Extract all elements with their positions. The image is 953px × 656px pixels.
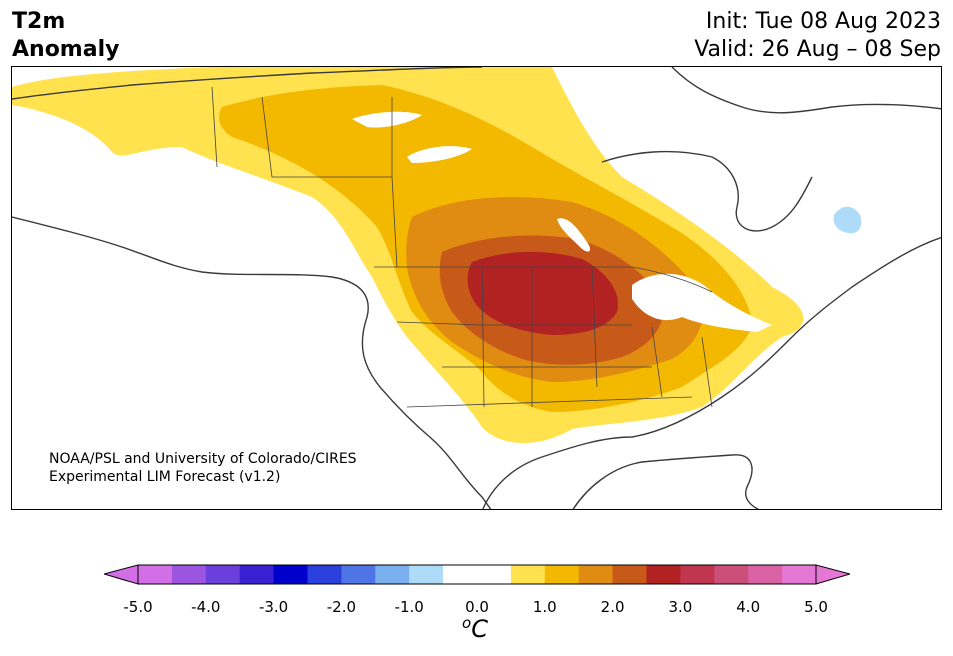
anomaly-map: [11, 66, 942, 510]
colorbar-bin: [578, 565, 614, 584]
valid-dates: Valid: 26 Aug – 08 Sep: [694, 37, 941, 62]
colorbar-tick-label: 0.0: [465, 598, 489, 616]
colorbar-tick-label: 5.0: [804, 598, 828, 616]
title-line-1: T2m: [12, 9, 66, 34]
colorbar-outline: [137, 564, 817, 585]
lake-winnipeg: [557, 218, 591, 252]
units-degree: o: [462, 614, 472, 632]
colorbar-tick-label: -4.0: [191, 598, 221, 616]
anomaly-region-cold: [833, 206, 862, 234]
colorbar-bin: [646, 565, 681, 584]
colorbar-tick-label: 4.0: [736, 598, 761, 616]
colorbar-tick-label: -5.0: [123, 598, 153, 616]
colorbar-extend-high: [815, 564, 850, 585]
colorbar-bin: [612, 565, 647, 584]
colorbar-bin: [375, 565, 410, 584]
colorbar-bin: [409, 565, 444, 584]
colorbar-bin: [138, 565, 173, 584]
map-title: T2m Anomaly: [12, 8, 119, 64]
credit-text: NOAA/PSL and University of Colorado/CIRE…: [49, 450, 357, 486]
colorbar-bin: [680, 565, 715, 584]
colorbar-bin: [239, 565, 275, 584]
colorbar-tick-label: 1.0: [532, 598, 557, 616]
colorbar-tick-label: -2.0: [326, 598, 357, 616]
forecast-dates: Init: Tue 08 Aug 2023 Valid: 26 Aug – 08…: [694, 8, 941, 64]
great-lakes: [632, 273, 772, 332]
title-line-2: Anomaly: [12, 37, 120, 62]
credit-line-1: NOAA/PSL and University of Colorado/CIRE…: [49, 451, 357, 467]
map-graphic: [12, 67, 941, 509]
hudson-area-lakes: [352, 111, 472, 163]
colorbar-tick-label: -1.0: [394, 598, 424, 616]
colorbar: [104, 564, 850, 585]
colorbar-tick-label: 3.0: [668, 598, 693, 616]
units-letter: C: [471, 615, 488, 643]
init-date: Init: Tue 08 Aug 2023: [705, 9, 941, 34]
colorbar-bin: [443, 565, 478, 584]
colorbar-bin: [714, 565, 749, 584]
colorbar-bins: [138, 565, 817, 584]
colorbar-extend-low: [104, 564, 139, 585]
colorbar-tick-label: -3.0: [258, 598, 289, 616]
borders: [211, 86, 713, 408]
colorbar-bin: [273, 565, 308, 584]
credit-line-2: Experimental LIM Forecast (v1.2): [49, 469, 281, 485]
colorbar-bin: [510, 565, 546, 584]
colorbar-bin: [341, 565, 376, 584]
colorbar-bin: [748, 565, 783, 584]
coastlines: [12, 67, 941, 509]
anomaly-region-plus-3: [467, 251, 618, 335]
colorbar-bin: [544, 565, 580, 584]
colorbar-bin: [171, 565, 207, 584]
colorbar-bin: [307, 565, 342, 584]
units-label: oC: [462, 614, 488, 643]
colorbar-bin: [782, 565, 817, 584]
colorbar-tick-label: 2.0: [600, 598, 625, 616]
colorbar-bin: [205, 565, 241, 584]
colorbar-bin: [477, 565, 512, 584]
